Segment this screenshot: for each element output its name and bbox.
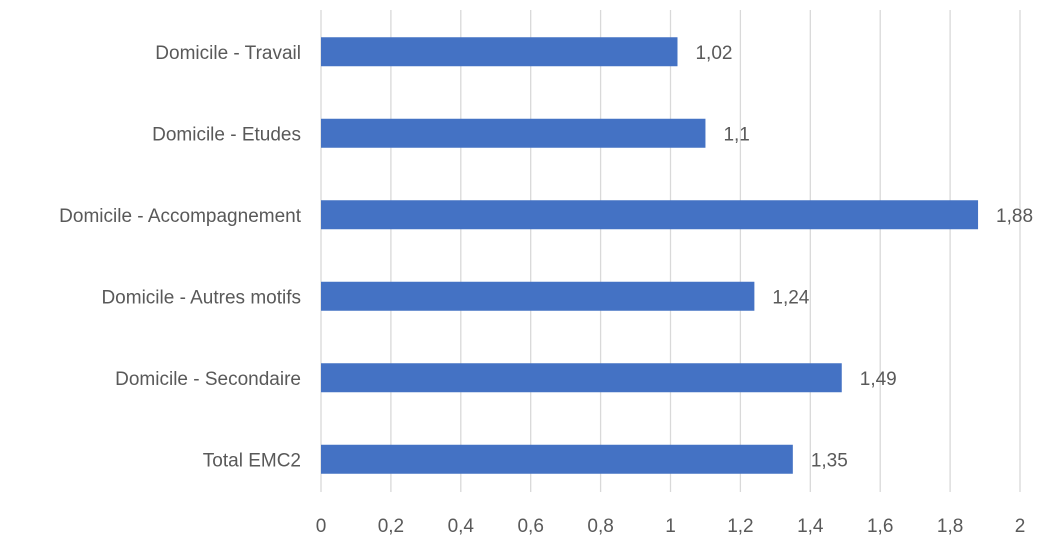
bar (321, 444, 793, 474)
bar-value-label: 1,02 (695, 43, 732, 64)
x-tick-label: 2 (1015, 516, 1026, 537)
x-tick-label: 1,2 (727, 516, 753, 537)
x-tick-label: 0,8 (587, 516, 613, 537)
x-tick-label: 0 (316, 516, 327, 537)
bars (321, 37, 979, 474)
x-tick-label: 0,6 (517, 516, 543, 537)
bar-value-label: 1,88 (996, 206, 1033, 227)
x-tick-label: 1,6 (867, 516, 893, 537)
x-axis-tick-labels: 0 0,2 0,4 0,6 0,8 1 1,2 1,4 1,6 1,8 2 (316, 516, 1026, 537)
y-category-label: Total EMC2 (203, 450, 301, 471)
value-labels: 1,02 1,1 1,88 1,24 1,49 1,35 (695, 43, 1033, 472)
bar (321, 118, 706, 148)
bar-value-label: 1,35 (811, 450, 848, 471)
bar (321, 281, 755, 311)
y-category-label: Domicile - Travail (155, 43, 301, 64)
x-tick-label: 1,8 (937, 516, 963, 537)
x-tick-label: 0,2 (378, 516, 404, 537)
bar (321, 363, 842, 393)
gridlines (320, 10, 1021, 492)
bar-value-label: 1,1 (723, 124, 749, 145)
bar (321, 37, 678, 67)
y-category-label: Domicile - Autres motifs (101, 287, 301, 308)
x-tick-label: 0,4 (448, 516, 475, 537)
y-category-label: Domicile - Etudes (152, 124, 301, 145)
bar (321, 200, 979, 230)
bar-value-label: 1,49 (860, 369, 897, 390)
y-category-label: Domicile - Secondaire (115, 369, 301, 390)
bar-value-label: 1,24 (772, 287, 809, 308)
category-labels: Domicile - Travail Domicile - Etudes Domic… (59, 43, 302, 472)
y-category-label: Domicile - Accompagnement (59, 206, 302, 227)
x-tick-label: 1,4 (797, 516, 824, 537)
x-tick-label: 1 (665, 516, 676, 537)
